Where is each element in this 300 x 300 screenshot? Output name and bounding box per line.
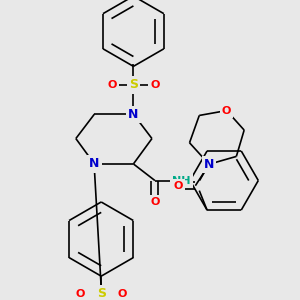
- Text: O: O: [173, 181, 182, 191]
- Text: O: O: [150, 197, 160, 207]
- Text: O: O: [118, 289, 128, 299]
- Text: O: O: [107, 80, 117, 90]
- Text: O: O: [222, 106, 231, 116]
- Text: N: N: [128, 108, 139, 121]
- Text: N: N: [89, 158, 100, 170]
- Text: N: N: [204, 158, 214, 171]
- Text: S: S: [97, 287, 106, 300]
- Text: O: O: [150, 80, 160, 90]
- Text: S: S: [129, 78, 138, 92]
- Text: O: O: [75, 289, 84, 299]
- Text: NH: NH: [172, 176, 190, 185]
